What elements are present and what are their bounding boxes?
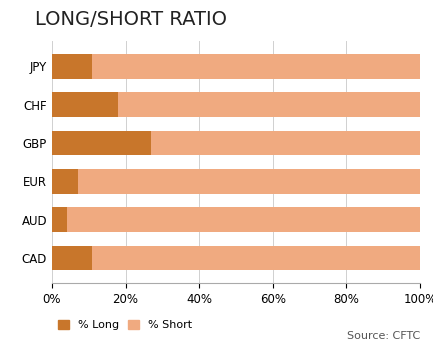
Bar <box>93 246 420 270</box>
Bar <box>78 169 420 194</box>
Bar <box>52 246 93 270</box>
Text: LONG/SHORT RATIO: LONG/SHORT RATIO <box>35 10 226 29</box>
Bar <box>52 207 67 232</box>
Bar <box>52 130 152 156</box>
Legend: % Long, % Short: % Long, % Short <box>58 320 192 331</box>
Bar <box>118 92 420 117</box>
Bar <box>52 54 93 79</box>
Bar <box>52 169 78 194</box>
Bar <box>52 92 118 117</box>
Bar <box>93 54 420 79</box>
Bar <box>67 207 420 232</box>
Bar <box>152 130 420 156</box>
Text: Source: CFTC: Source: CFTC <box>347 331 420 341</box>
